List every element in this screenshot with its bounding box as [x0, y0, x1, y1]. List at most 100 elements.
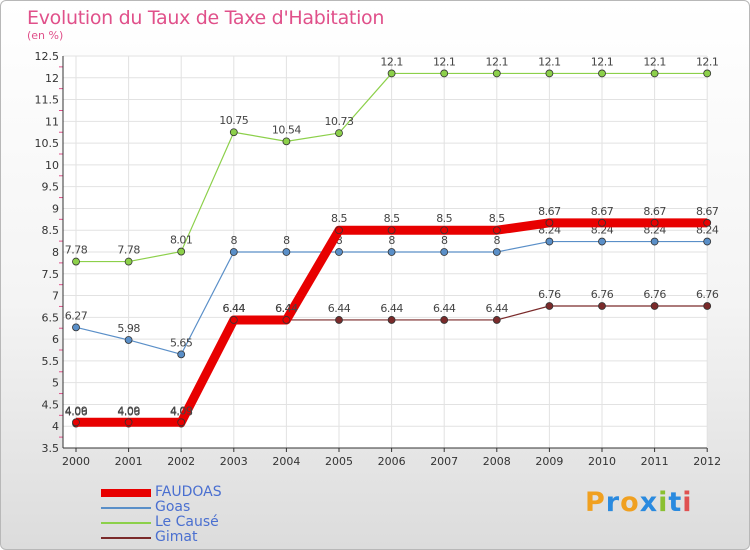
data-label-faudoas: 6.44	[275, 302, 298, 315]
y-tick-label: 9	[52, 202, 59, 215]
y-tick-label: 7	[52, 290, 59, 303]
y-tick-label: 3.5	[42, 442, 60, 455]
data-point-faudoas	[124, 418, 133, 427]
data-label-faudoas: 8.5	[436, 212, 452, 225]
data-label-le-caus-: 8.01	[170, 234, 193, 247]
data-point-le-caus-	[440, 69, 449, 78]
data-label-faudoas: 8.67	[696, 205, 719, 218]
legend-label-gimat: Gimat	[155, 529, 198, 545]
data-label-faudoas: 8.5	[331, 212, 347, 225]
y-tick-label: 4	[52, 420, 59, 433]
x-tick-label: 2004	[272, 455, 300, 468]
data-point-gimat	[440, 316, 449, 324]
data-label-faudoas: 4.09	[117, 404, 140, 417]
data-point-goas	[72, 323, 80, 332]
data-label-le-caus-: 10.73	[325, 115, 354, 128]
data-point-gimat	[650, 302, 659, 310]
data-label-gimat: 6.44	[380, 302, 403, 315]
data-point-gimat	[492, 316, 501, 324]
data-point-gimat	[545, 302, 554, 310]
data-label-gimat: 4.06	[117, 406, 140, 419]
data-point-faudoas	[598, 218, 606, 227]
legend-swatch-le-caus-	[101, 522, 151, 524]
data-point-goas	[335, 248, 343, 256]
y-tick-label: 6	[52, 333, 59, 346]
data-point-le-caus-	[650, 69, 659, 78]
data-label-gimat: 6.76	[696, 288, 719, 301]
data-point-faudoas	[545, 218, 554, 227]
data-point-gimat	[335, 316, 343, 324]
data-point-faudoas	[440, 226, 449, 235]
proxiti-logo: Proxiti	[585, 487, 693, 518]
data-label-faudoas: 8.5	[489, 212, 505, 225]
data-point-le-caus-	[387, 69, 396, 78]
data-point-faudoas	[335, 226, 343, 235]
legend-label-faudoas: FAUDOAS	[155, 484, 222, 500]
logo-letter: t	[668, 487, 683, 518]
y-tick-label: 12	[45, 72, 59, 85]
data-label-faudoas: 8.67	[591, 205, 614, 218]
data-point-gimat	[598, 302, 606, 310]
logo-letter: o	[620, 487, 640, 518]
logo-letter: i	[682, 487, 693, 518]
data-label-le-caus-: 12.1	[486, 55, 509, 68]
data-point-faudoas	[72, 418, 80, 427]
chart-title: Evolution du Taux de Taxe d'Habitation	[27, 7, 385, 29]
y-tick-label: 5	[52, 377, 59, 390]
x-tick-label: 2000	[62, 455, 90, 468]
data-label-gimat: 4.06	[65, 406, 88, 419]
x-tick-label: 2009	[535, 455, 563, 468]
data-label-goas: 8	[231, 234, 238, 247]
data-label-goas: 5.98	[117, 322, 140, 335]
data-point-le-caus-	[177, 247, 186, 256]
y-tick-label: 11.5	[35, 94, 60, 107]
chart-legend: FAUDOAS Goas Le Causé Gimat	[101, 485, 301, 545]
data-point-goas	[177, 350, 186, 359]
data-label-le-caus-: 7.78	[117, 244, 140, 257]
data-label-goas: 8	[388, 234, 395, 247]
legend-item-goas: Goas	[101, 500, 301, 515]
data-label-goas: 5.65	[170, 336, 193, 349]
data-point-goas	[492, 248, 501, 256]
legend-item-le-caus-: Le Causé	[101, 515, 301, 530]
data-label-gimat: 6.76	[591, 288, 614, 301]
y-tick-label: 10.5	[35, 137, 60, 150]
x-tick-label: 2003	[220, 455, 248, 468]
logo-letter: i	[658, 487, 669, 518]
data-label-goas: 6.27	[65, 309, 88, 322]
y-tick-label: 4.5	[42, 398, 60, 411]
data-point-le-caus-	[335, 129, 343, 137]
data-point-le-caus-	[703, 69, 712, 78]
y-tick-label: 5.5	[42, 355, 60, 368]
data-point-faudoas	[177, 418, 186, 427]
data-point-faudoas	[282, 316, 291, 324]
data-label-gimat: 6.44	[223, 302, 246, 315]
data-label-goas: 8	[336, 234, 343, 247]
x-tick-label: 2005	[325, 455, 353, 468]
legend-swatch-gimat	[101, 537, 151, 539]
data-point-le-caus-	[72, 257, 80, 266]
y-tick-label: 6.5	[42, 311, 60, 324]
data-label-goas: 8	[441, 234, 448, 247]
x-tick-label: 2007	[430, 455, 458, 468]
y-tick-label: 9.5	[42, 181, 60, 194]
data-point-faudoas	[492, 226, 501, 235]
x-tick-label: 2008	[483, 455, 511, 468]
x-tick-label: 2006	[378, 455, 406, 468]
data-point-goas	[598, 237, 606, 246]
x-tick-label: 2010	[588, 455, 616, 468]
legend-item-faudoas: FAUDOAS	[101, 485, 301, 500]
x-tick-label: 2011	[641, 455, 669, 468]
data-point-le-caus-	[229, 128, 238, 137]
data-label-faudoas: 8.5	[384, 212, 400, 225]
data-point-faudoas	[703, 218, 712, 227]
data-label-gimat: 6.44	[328, 302, 351, 315]
data-point-goas	[387, 248, 396, 256]
data-point-goas	[440, 248, 449, 256]
data-point-faudoas	[387, 226, 396, 235]
data-label-le-caus-: 12.1	[591, 55, 614, 68]
data-label-le-caus-: 12.1	[538, 55, 561, 68]
data-label-le-caus-: 10.54	[272, 123, 301, 136]
